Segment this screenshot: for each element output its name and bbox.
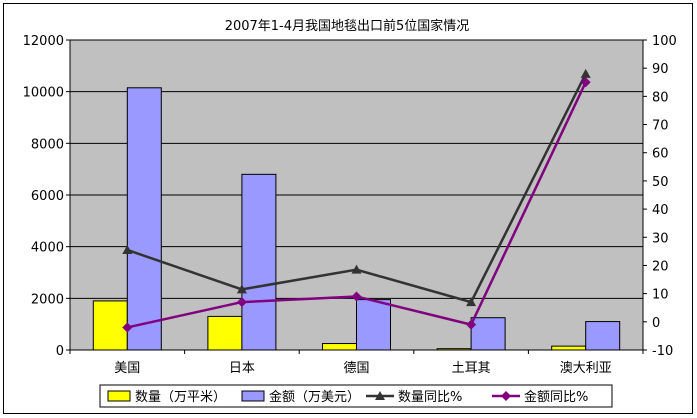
- right-axis-tick-label: -10: [652, 344, 673, 359]
- line-point: [351, 264, 362, 274]
- bar: [241, 173, 277, 351]
- bar: [551, 345, 587, 351]
- line-point: [466, 297, 477, 307]
- left-axis-tick-label: 8000: [31, 137, 64, 152]
- left-axis-tick-label: 10000: [23, 86, 64, 101]
- legend-swatch: [107, 390, 131, 402]
- left-axis-tick-label: 2000: [31, 292, 64, 307]
- right-axis-tick-label: 100: [652, 34, 677, 49]
- right-axis-tick-label: 90: [652, 62, 669, 77]
- right-axis-tick-label: 80: [652, 90, 669, 105]
- line-point: [122, 322, 133, 333]
- bar: [436, 348, 472, 351]
- line-point: [580, 77, 591, 88]
- right-axis-tick-label: 70: [652, 119, 669, 134]
- right-axis-tick-label: 20: [652, 259, 669, 274]
- line-point: [466, 319, 477, 330]
- line-point: [580, 68, 591, 78]
- legend-marker: [375, 391, 385, 400]
- right-axis-tick-label: 60: [652, 147, 669, 162]
- left-axis-tick-label: 6000: [31, 189, 64, 204]
- left-axis-tick-label: 4000: [31, 241, 64, 256]
- right-axis-tick-label: 10: [652, 288, 669, 303]
- bar: [126, 87, 162, 351]
- chart-title: 2007年1-4月我国地毯出口前5位国家情况: [225, 18, 470, 34]
- left-axis-tick-label: 0: [56, 344, 64, 359]
- legend-label: 数量同比%: [398, 390, 462, 405]
- line-point: [236, 297, 247, 308]
- left-axis-tick-label: 12000: [23, 34, 64, 49]
- x-axis-tick-label: 德国: [343, 361, 369, 376]
- right-axis-tick-label: 40: [652, 203, 669, 218]
- legend-label: 金额同比%: [524, 389, 588, 405]
- x-axis-tick-label: 澳大利亚: [560, 360, 612, 376]
- line-point: [122, 244, 133, 254]
- right-axis-tick-label: 0: [652, 316, 660, 331]
- legend-marker: [501, 391, 511, 401]
- right-axis-tick-label: 30: [652, 231, 669, 246]
- legend-swatch: [241, 390, 265, 402]
- legend-label: 金额（万美元）: [269, 389, 360, 405]
- line-point: [351, 291, 362, 302]
- bar: [585, 321, 621, 351]
- legend-box: [99, 384, 613, 408]
- right-axis-tick-label: 50: [652, 175, 669, 190]
- bar: [470, 317, 506, 351]
- bar: [207, 315, 243, 351]
- legend-label: 数量（万平米）: [135, 390, 226, 405]
- line-point: [236, 284, 247, 294]
- bar: [322, 343, 357, 351]
- bar: [356, 299, 391, 351]
- x-axis-tick-label: 土耳其: [452, 361, 491, 376]
- x-axis-tick-label: 美国: [114, 361, 140, 376]
- x-axis-tick-label: 日本: [229, 361, 255, 376]
- bar: [92, 300, 128, 351]
